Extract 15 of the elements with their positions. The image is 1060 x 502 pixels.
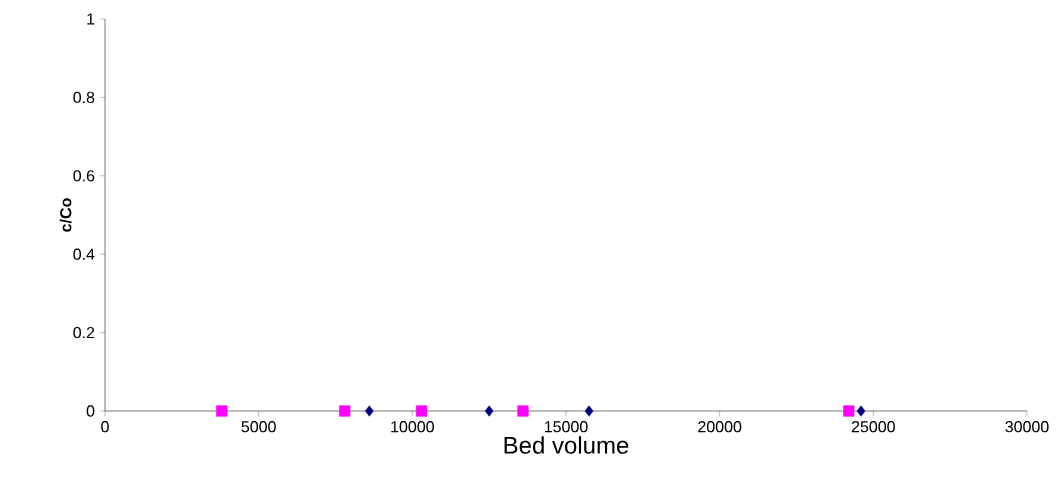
x-tick-label: 20000 bbox=[698, 421, 742, 433]
x-tick-label: 10000 bbox=[391, 421, 434, 433]
y-tick-label: 1 bbox=[87, 13, 95, 25]
y-tick-label: 0.4 bbox=[73, 248, 95, 260]
x-tick-label: 25000 bbox=[851, 421, 895, 433]
x-tick-label: 0 bbox=[101, 421, 109, 433]
y-tick-label: 0 bbox=[86, 405, 95, 417]
y-axis-title: c/Co bbox=[59, 198, 72, 232]
x-tick-label: 15000 bbox=[544, 421, 588, 433]
y-tick-label: 0.8 bbox=[73, 91, 95, 104]
y-tick-label: 0.2 bbox=[73, 326, 95, 339]
x-tick-label: 5000 bbox=[241, 421, 276, 433]
y-tick-label: 0.6 bbox=[73, 170, 95, 182]
x-tick-label: 30000 bbox=[1005, 421, 1049, 433]
x-axis-title: Bed volume bbox=[504, 436, 629, 454]
